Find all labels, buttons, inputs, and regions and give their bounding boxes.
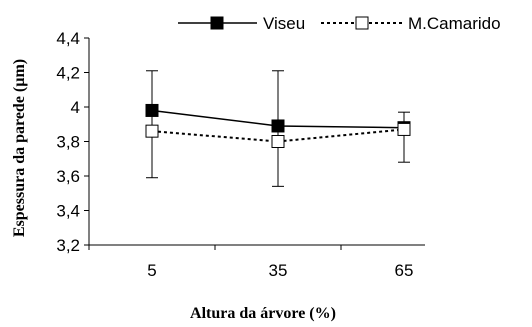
y-tick-label: 4,4 xyxy=(56,29,80,48)
x-axis-title: Altura da árvore (%) xyxy=(190,305,336,322)
y-tick-label: 3,6 xyxy=(56,167,80,186)
x-tick-label: 5 xyxy=(147,261,156,280)
legend-marker-camarido xyxy=(355,16,369,30)
series-markers xyxy=(145,103,411,148)
legend-label-viseu: Viseu xyxy=(263,14,305,33)
y-axis-ticks: 3,2 3,4 3,6 3,8 4 4,2 4,4 xyxy=(56,29,89,255)
y-tick-label: 4,2 xyxy=(56,64,80,83)
data-point-viseu xyxy=(271,119,285,133)
x-axis-ticks: 5 35 65 xyxy=(88,245,414,280)
y-tick-label: 4 xyxy=(71,98,80,117)
legend-marker-viseu xyxy=(210,16,224,30)
x-tick-label: 35 xyxy=(269,261,288,280)
y-axis-title: Espessura da parede (µm) xyxy=(11,59,28,237)
legend-label-camarido: M.Camarido xyxy=(408,14,501,33)
data-point-camarido xyxy=(145,124,159,138)
legend: Viseu M.Camarido xyxy=(178,14,501,33)
y-tick-label: 3,2 xyxy=(56,236,80,255)
data-point-camarido xyxy=(397,122,411,136)
x-tick-label: 65 xyxy=(395,261,414,280)
y-tick-label: 3,8 xyxy=(56,133,80,152)
data-point-viseu xyxy=(145,103,159,117)
y-tick-label: 3,4 xyxy=(56,202,80,221)
data-point-camarido xyxy=(271,135,285,148)
